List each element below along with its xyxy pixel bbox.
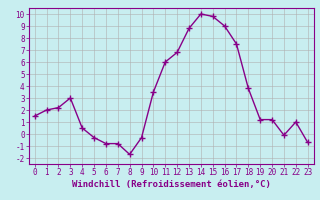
X-axis label: Windchill (Refroidissement éolien,°C): Windchill (Refroidissement éolien,°C) [72, 180, 271, 189]
